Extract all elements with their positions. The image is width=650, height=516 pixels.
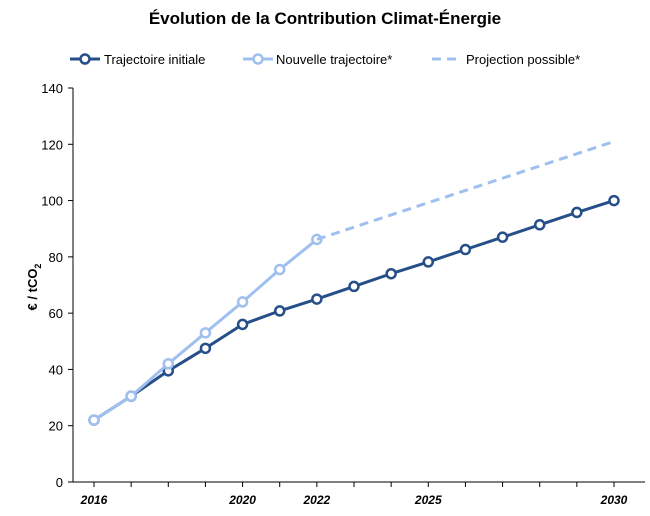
y-tick-label: 40 bbox=[49, 362, 63, 377]
data-point bbox=[385, 267, 397, 280]
x-tick-label: 2020 bbox=[228, 493, 256, 507]
chart-title: Évolution de la Contribution Climat-Éner… bbox=[148, 9, 502, 28]
data-point bbox=[422, 256, 435, 268]
x-tick-label: 2016 bbox=[80, 493, 108, 507]
y-tick-label: 80 bbox=[49, 250, 63, 265]
series-line-3 bbox=[316, 140, 615, 241]
legend-label-1: Trajectoire initiale bbox=[104, 52, 205, 67]
y-tick-label: 0 bbox=[56, 475, 63, 490]
data-point bbox=[533, 219, 546, 231]
legend-marker-1 bbox=[79, 53, 91, 65]
y-axis-label-subscript: 2 bbox=[33, 264, 43, 269]
data-point bbox=[199, 327, 212, 339]
data-point bbox=[236, 296, 249, 308]
plot-area bbox=[88, 140, 620, 426]
data-point bbox=[199, 342, 212, 355]
data-point bbox=[459, 243, 472, 256]
data-point bbox=[348, 280, 360, 293]
y-tick-label: 20 bbox=[49, 419, 63, 434]
y-tick-label: 140 bbox=[41, 81, 63, 96]
y-tick-label: 120 bbox=[41, 137, 63, 152]
legend-label-3: Projection possible* bbox=[466, 52, 580, 67]
data-point bbox=[162, 358, 175, 370]
y-axis-label: € / tCO2 bbox=[25, 264, 43, 311]
y-axis-label-main: € / tCO bbox=[25, 269, 40, 311]
x-tick-label: 2025 bbox=[414, 493, 442, 507]
data-point bbox=[273, 263, 286, 276]
legend: Trajectoire initiale Nouvelle trajectoire… bbox=[70, 52, 580, 67]
data-point bbox=[608, 194, 620, 207]
series-line-1 bbox=[93, 199, 615, 422]
data-point bbox=[496, 231, 509, 243]
data-point bbox=[571, 206, 583, 219]
legend-label-2: Nouvelle trajectoire* bbox=[276, 52, 392, 67]
y-tick-label: 100 bbox=[41, 194, 63, 209]
axes: 0 20 40 60 80 100 120 140 2016 2020 2022 2025 2030 bbox=[41, 81, 645, 507]
y-tick-label: 60 bbox=[49, 306, 63, 321]
x-tick-label: 2030 bbox=[600, 493, 628, 507]
data-point bbox=[311, 293, 323, 305]
x-tick-label: 2022 bbox=[303, 493, 331, 507]
legend-marker-2 bbox=[252, 53, 264, 65]
data-point bbox=[273, 305, 286, 317]
data-point bbox=[125, 390, 137, 402]
data-point bbox=[236, 318, 249, 331]
data-point bbox=[88, 414, 100, 426]
